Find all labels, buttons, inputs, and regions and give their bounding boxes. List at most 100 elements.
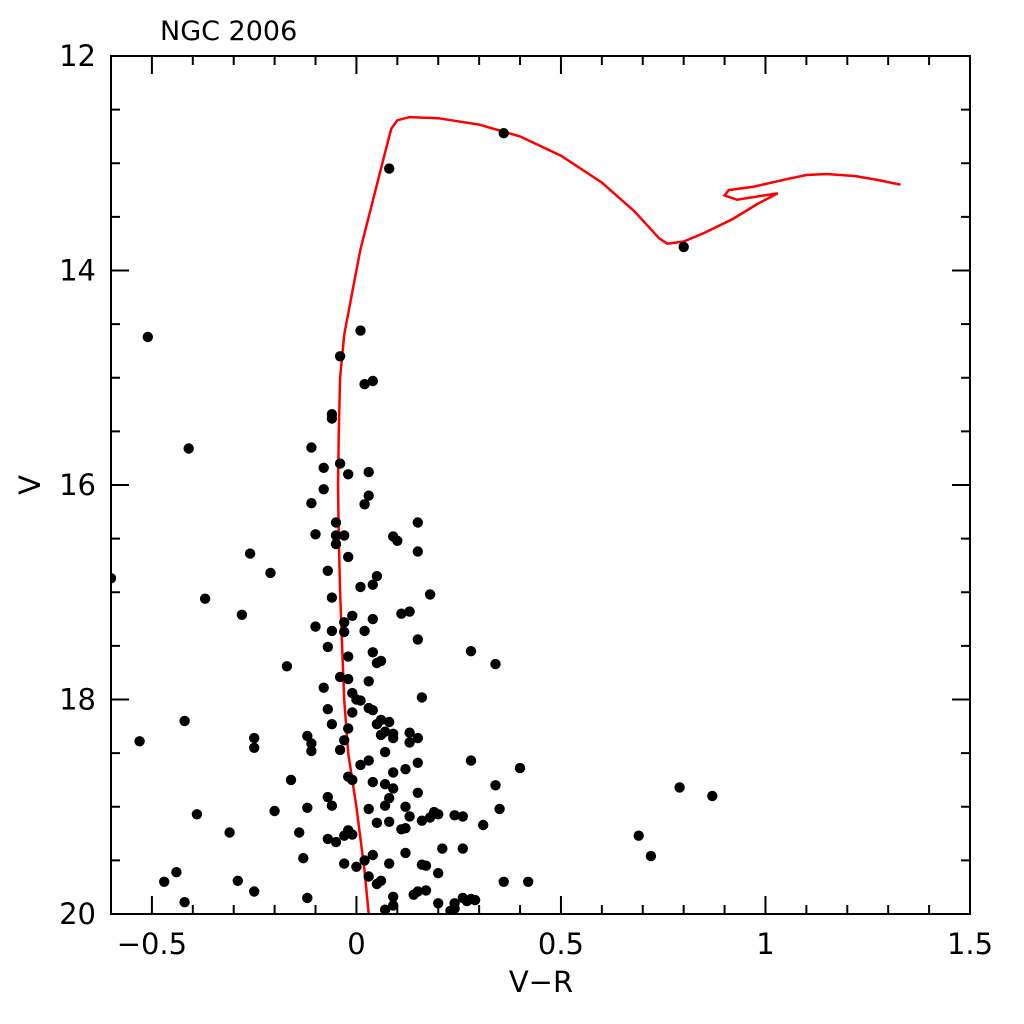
data-point bbox=[449, 810, 460, 821]
data-point bbox=[461, 895, 473, 907]
y-tick-label: 16 bbox=[59, 468, 96, 502]
data-point bbox=[326, 592, 338, 603]
data-point bbox=[347, 707, 358, 718]
data-point bbox=[306, 745, 317, 757]
data-point bbox=[633, 830, 644, 841]
data-point bbox=[457, 811, 468, 822]
chart-title: NGC 2006 bbox=[160, 16, 297, 47]
data-point bbox=[330, 530, 342, 541]
data-point bbox=[478, 819, 489, 831]
y-tick-label: 12 bbox=[59, 39, 96, 73]
data-point bbox=[347, 774, 358, 786]
data-point bbox=[469, 894, 481, 906]
data-point bbox=[347, 829, 358, 840]
data-point bbox=[396, 608, 407, 619]
data-point bbox=[363, 871, 374, 882]
data-point bbox=[355, 581, 366, 593]
data-point bbox=[318, 682, 329, 693]
x-axis-label: V−R bbox=[509, 965, 573, 999]
data-point bbox=[355, 695, 366, 706]
data-point bbox=[322, 565, 333, 576]
data-point bbox=[384, 716, 395, 728]
data-point bbox=[445, 905, 456, 914]
data-point bbox=[306, 738, 317, 749]
data-point bbox=[281, 661, 293, 672]
data-point bbox=[363, 755, 374, 766]
data-point bbox=[330, 538, 342, 550]
data-point bbox=[392, 535, 403, 546]
data-point bbox=[367, 705, 378, 716]
data-point bbox=[465, 646, 477, 657]
data-point bbox=[498, 876, 509, 887]
data-point bbox=[322, 833, 333, 845]
data-point bbox=[265, 567, 276, 579]
data-point bbox=[191, 809, 203, 820]
data-point bbox=[404, 727, 415, 738]
data-point bbox=[384, 816, 395, 827]
data-point bbox=[339, 530, 350, 541]
y-tick-label: 14 bbox=[59, 254, 96, 288]
data-point bbox=[363, 490, 374, 501]
data-point bbox=[523, 876, 534, 887]
data-point bbox=[400, 801, 411, 812]
data-point bbox=[224, 827, 235, 838]
y-tick-label: 18 bbox=[59, 683, 96, 717]
data-point bbox=[494, 803, 505, 815]
data-point bbox=[326, 719, 338, 730]
data-point bbox=[330, 836, 342, 848]
data-point bbox=[310, 621, 321, 632]
data-point bbox=[384, 163, 395, 174]
data-point bbox=[171, 867, 182, 878]
data-point bbox=[379, 779, 391, 790]
x-tick-label: 1 bbox=[756, 927, 774, 961]
data-point bbox=[359, 625, 370, 637]
data-point bbox=[351, 861, 362, 872]
data-point bbox=[142, 331, 153, 343]
x-tick-label: −0.5 bbox=[117, 927, 187, 961]
data-point bbox=[371, 571, 383, 582]
data-point bbox=[334, 671, 346, 683]
data-point bbox=[343, 673, 354, 685]
data-point bbox=[179, 897, 190, 908]
data-point bbox=[302, 802, 313, 813]
data-point bbox=[339, 830, 350, 841]
data-point bbox=[334, 458, 346, 469]
data-point bbox=[343, 723, 354, 734]
data-point bbox=[412, 757, 423, 768]
data-point bbox=[306, 498, 317, 509]
data-point bbox=[326, 413, 338, 424]
data-point bbox=[159, 876, 170, 887]
data-point bbox=[457, 843, 468, 854]
data-point bbox=[298, 853, 309, 864]
data-point bbox=[367, 613, 378, 625]
data-point bbox=[232, 875, 243, 886]
x-tick-label: 0 bbox=[347, 927, 365, 961]
data-point bbox=[433, 868, 444, 879]
data-point bbox=[371, 719, 383, 730]
data-point bbox=[388, 732, 399, 744]
data-point bbox=[249, 886, 260, 897]
data-point bbox=[424, 812, 436, 823]
data-point bbox=[339, 617, 350, 628]
data-point bbox=[322, 704, 333, 715]
plot-frame bbox=[110, 55, 971, 915]
data-point bbox=[379, 904, 391, 914]
data-point bbox=[371, 878, 383, 890]
data-point bbox=[179, 715, 190, 727]
data-point bbox=[412, 634, 423, 645]
data-point bbox=[343, 551, 354, 563]
data-point bbox=[367, 849, 378, 861]
points-layer bbox=[111, 128, 718, 914]
data-point bbox=[355, 759, 366, 771]
data-point bbox=[249, 732, 260, 744]
data-point bbox=[490, 658, 501, 670]
data-point bbox=[363, 676, 374, 687]
data-point bbox=[408, 889, 419, 900]
data-point bbox=[339, 858, 350, 869]
data-point bbox=[183, 443, 194, 454]
data-point bbox=[379, 800, 391, 811]
data-point bbox=[379, 746, 391, 758]
y-tick-label: 20 bbox=[59, 897, 96, 931]
data-point bbox=[326, 800, 338, 811]
